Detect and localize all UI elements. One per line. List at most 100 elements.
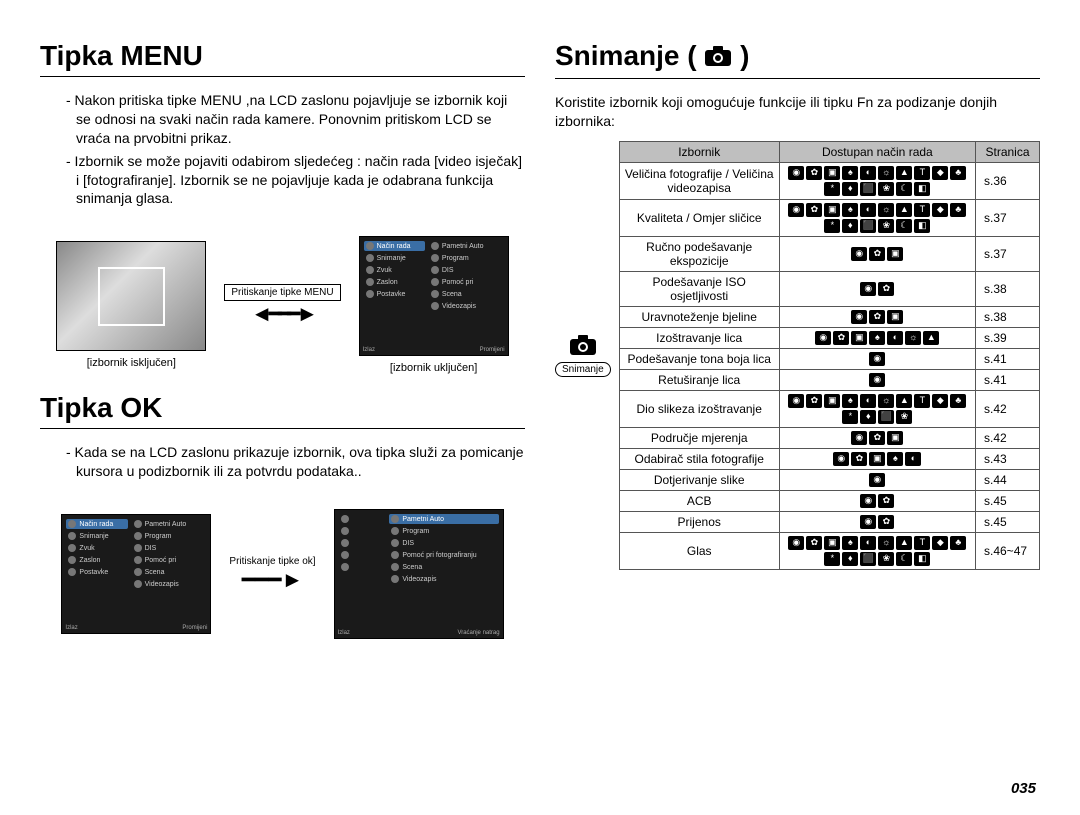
table-row: ACB◉✿s.45 [619, 490, 1039, 511]
menu-item: Postavke [66, 567, 127, 577]
cell-izbornik: Prijenos [619, 511, 779, 532]
mode-icon: ♣ [950, 203, 966, 217]
mode-icon: ✿ [833, 331, 849, 345]
mode-icon: ⬛ [860, 552, 876, 566]
cell-page: s.42 [976, 390, 1040, 427]
menu-item [339, 550, 386, 560]
cell-page: s.45 [976, 490, 1040, 511]
heading-snimanje: Snimanje ( ) [555, 40, 1040, 79]
mode-icon: ▣ [824, 166, 840, 180]
cell-icons: ◉✿▣♠◐☼▲T◆♣*♦⬛❀☾◧ [779, 199, 975, 236]
cell-izbornik: Podešavanje ISO osjetljivosti [619, 271, 779, 306]
table-row: Izoštravanje lica◉✿▣♠◐☼▲s.39 [619, 327, 1039, 348]
mode-icon: ✿ [869, 310, 885, 324]
mode-icon: ♠ [842, 394, 858, 408]
mode-icon: ▣ [887, 247, 903, 261]
mode-icon: ◉ [788, 394, 804, 408]
menu-sub: Pametni Auto [132, 519, 207, 529]
mode-icon: ❀ [878, 182, 894, 196]
menu-sub: Videozapis [389, 574, 498, 584]
cell-page: s.39 [976, 327, 1040, 348]
mode-icon: ▣ [824, 203, 840, 217]
menu-item [339, 526, 386, 536]
mode-icon: ◉ [860, 515, 876, 529]
table-row: Kvaliteta / Omjer sličice◉✿▣♠◐☼▲T◆♣*♦⬛❀☾… [619, 199, 1039, 236]
mode-icon: ◉ [860, 282, 876, 296]
menu-sub: Pametni Auto [389, 514, 498, 524]
intro-text: Koristite izbornik koji omogućuje funkci… [555, 93, 1040, 131]
mode-icon: ◉ [788, 203, 804, 217]
cell-icons: ◉✿▣♠◐☼▲ [779, 327, 975, 348]
heading-text: ) [740, 40, 749, 71]
mod-column: Snimanje [555, 141, 611, 570]
mode-icon: ◐ [860, 166, 876, 180]
mode-icon: ☼ [878, 536, 894, 550]
lcd-preview-off [56, 241, 206, 351]
menu-table: Mod Izbornik Dostupan način rada Stranic… [619, 141, 1040, 570]
mode-icon: ◉ [815, 331, 831, 345]
cell-icons: ◉✿▣♠◐ [779, 448, 975, 469]
cell-page: s.37 [976, 199, 1040, 236]
mode-icon: ◉ [788, 536, 804, 550]
cell-izbornik: Kvaliteta / Omjer sličice [619, 199, 779, 236]
mode-icon: ✿ [851, 452, 867, 466]
cell-page: s.38 [976, 306, 1040, 327]
menu-sub: Scena [132, 567, 207, 577]
mode-icon: ▲ [896, 166, 912, 180]
cell-page: s.45 [976, 511, 1040, 532]
menu-item: Zvuk [364, 265, 425, 275]
mode-icon: ♠ [842, 536, 858, 550]
double-arrow-icon: ◄━━━► [251, 301, 314, 327]
mode-icon: ✿ [806, 536, 822, 550]
mod-label: Snimanje [555, 362, 611, 377]
camera-icon [704, 42, 732, 74]
mode-icon: ✿ [878, 282, 894, 296]
mode-icon: ☾ [896, 182, 912, 196]
mode-icon: ◧ [914, 552, 930, 566]
mode-icon: * [824, 182, 840, 196]
mode-icon: T [914, 536, 930, 550]
mode-icon: ♦ [860, 410, 876, 424]
mode-icon: ◆ [932, 166, 948, 180]
menu-item [339, 538, 386, 548]
mode-icon: ♣ [950, 536, 966, 550]
mode-icon: ☼ [878, 394, 894, 408]
mode-icon: ⬛ [860, 182, 876, 196]
cell-izbornik: ACB [619, 490, 779, 511]
lcd-preview-on: Način rada Snimanje Zvuk Zaslon Postavke… [359, 236, 509, 356]
menu-sub: DIS [429, 265, 504, 275]
mode-icon: ◐ [860, 203, 876, 217]
mode-icon: ♠ [869, 331, 885, 345]
mode-icon: ♠ [842, 166, 858, 180]
menu-item: Postavke [364, 289, 425, 299]
mode-icon: * [824, 552, 840, 566]
section1-para2: - Izbornik se može pojaviti odabirom slj… [66, 152, 525, 209]
cell-page: s.37 [976, 236, 1040, 271]
mid-label-ok: Pritiskanje tipke ok] [229, 556, 315, 567]
mode-icon: ◐ [905, 452, 921, 466]
mode-icon: ◉ [860, 494, 876, 508]
table-row: Podešavanje tona boja lica◉s.41 [619, 348, 1039, 369]
mode-icon: ❀ [878, 552, 894, 566]
menu-sub: Videozapis [132, 579, 207, 589]
cell-page: s.38 [976, 271, 1040, 306]
table-row: Odabirač stila fotografije◉✿▣♠◐s.43 [619, 448, 1039, 469]
cell-page: s.36 [976, 162, 1040, 199]
table-row: Retuširanje lica◉s.41 [619, 369, 1039, 390]
heading-text: Snimanje ( [555, 40, 697, 71]
table-row: Podešavanje ISO osjetljivosti ◉✿ s.38 [619, 271, 1039, 306]
cell-page: s.41 [976, 369, 1040, 390]
cell-page: s.43 [976, 448, 1040, 469]
mode-icon: ◐ [860, 394, 876, 408]
cell-icons: ◉✿▣♠◐☼▲T◆♣*♦⬛❀☾◧ [779, 532, 975, 569]
cell-icons: ◉ [779, 348, 975, 369]
mode-icon: ♦ [842, 219, 858, 233]
cell-izbornik: Glas [619, 532, 779, 569]
section1-body: - Nakon pritiska tipke MENU ,na LCD zasl… [40, 91, 525, 208]
mode-icon: T [914, 203, 930, 217]
mode-icon: ◐ [860, 536, 876, 550]
caption-off: [izbornik isključen] [87, 357, 176, 369]
menu-sub: Program [429, 253, 504, 263]
mode-icon: ❀ [896, 410, 912, 424]
th-nacin: Dostupan način rada [779, 141, 975, 162]
